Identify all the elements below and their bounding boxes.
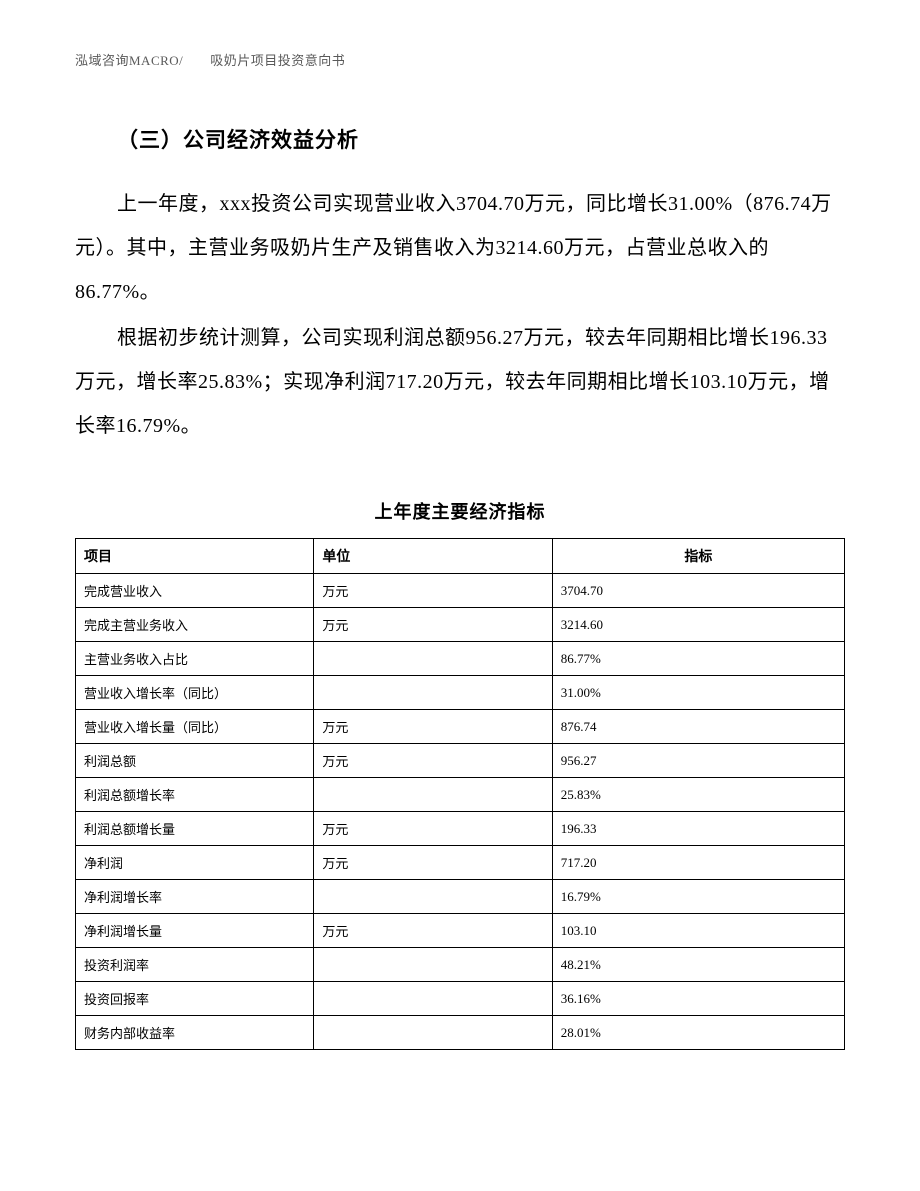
- cell-value: 16.79%: [552, 880, 844, 914]
- cell-value: 103.10: [552, 914, 844, 948]
- table-row: 利润总额增长率 25.83%: [76, 778, 845, 812]
- document-page: 泓域咨询MACRO/ 吸奶片项目投资意向书 （三）公司经济效益分析 上一年度，x…: [0, 0, 920, 1110]
- cell-value: 717.20: [552, 846, 844, 880]
- table-row: 投资回报率 36.16%: [76, 982, 845, 1016]
- table-row: 净利润增长率 16.79%: [76, 880, 845, 914]
- cell-item: 净利润增长量: [76, 914, 314, 948]
- cell-item: 营业收入增长率（同比）: [76, 676, 314, 710]
- table-header-row: 项目 单位 指标: [76, 539, 845, 574]
- cell-value: 196.33: [552, 812, 844, 846]
- table-row: 完成营业收入 万元 3704.70: [76, 574, 845, 608]
- cell-item: 营业收入增长量（同比）: [76, 710, 314, 744]
- cell-value: 48.21%: [552, 948, 844, 982]
- cell-value: 86.77%: [552, 642, 844, 676]
- cell-unit: 万元: [314, 744, 552, 778]
- cell-value: 3214.60: [552, 608, 844, 642]
- cell-value: 25.83%: [552, 778, 844, 812]
- cell-value: 876.74: [552, 710, 844, 744]
- cell-unit: 万元: [314, 574, 552, 608]
- cell-value: 28.01%: [552, 1016, 844, 1050]
- table-header-item: 项目: [76, 539, 314, 574]
- page-header: 泓域咨询MACRO/ 吸奶片项目投资意向书: [75, 50, 845, 69]
- cell-item: 投资利润率: [76, 948, 314, 982]
- cell-item: 完成营业收入: [76, 574, 314, 608]
- cell-value: 31.00%: [552, 676, 844, 710]
- cell-item: 净利润: [76, 846, 314, 880]
- cell-item: 净利润增长率: [76, 880, 314, 914]
- table-row: 利润总额增长量 万元 196.33: [76, 812, 845, 846]
- table-row: 营业收入增长量（同比） 万元 876.74: [76, 710, 845, 744]
- cell-unit: 万元: [314, 914, 552, 948]
- cell-unit: [314, 948, 552, 982]
- cell-unit: [314, 642, 552, 676]
- table-row: 主营业务收入占比 86.77%: [76, 642, 845, 676]
- cell-unit: 万元: [314, 608, 552, 642]
- economic-indicators-table: 项目 单位 指标 完成营业收入 万元 3704.70 完成主营业务收入 万元 3…: [75, 538, 845, 1050]
- cell-unit: [314, 982, 552, 1016]
- table-row: 完成主营业务收入 万元 3214.60: [76, 608, 845, 642]
- cell-item: 利润总额增长量: [76, 812, 314, 846]
- table-header-value: 指标: [552, 539, 844, 574]
- section-heading: （三）公司经济效益分析: [117, 124, 845, 154]
- cell-item: 利润总额: [76, 744, 314, 778]
- table-row: 财务内部收益率 28.01%: [76, 1016, 845, 1050]
- cell-item: 投资回报率: [76, 982, 314, 1016]
- table-title: 上年度主要经济指标: [75, 498, 845, 524]
- cell-item: 利润总额增长率: [76, 778, 314, 812]
- cell-item: 主营业务收入占比: [76, 642, 314, 676]
- table-row: 投资利润率 48.21%: [76, 948, 845, 982]
- table-body: 完成营业收入 万元 3704.70 完成主营业务收入 万元 3214.60 主营…: [76, 574, 845, 1050]
- body-paragraph-1: 上一年度，xxx投资公司实现营业收入3704.70万元，同比增长31.00%（8…: [75, 182, 845, 314]
- cell-unit: [314, 676, 552, 710]
- body-paragraph-2: 根据初步统计测算，公司实现利润总额956.27万元，较去年同期相比增长196.3…: [75, 316, 845, 448]
- cell-unit: [314, 1016, 552, 1050]
- table-row: 净利润增长量 万元 103.10: [76, 914, 845, 948]
- cell-item: 完成主营业务收入: [76, 608, 314, 642]
- table-header-unit: 单位: [314, 539, 552, 574]
- cell-item: 财务内部收益率: [76, 1016, 314, 1050]
- cell-unit: [314, 880, 552, 914]
- cell-unit: 万元: [314, 812, 552, 846]
- cell-unit: [314, 778, 552, 812]
- table-row: 营业收入增长率（同比） 31.00%: [76, 676, 845, 710]
- cell-value: 956.27: [552, 744, 844, 778]
- cell-unit: 万元: [314, 710, 552, 744]
- table-row: 净利润 万元 717.20: [76, 846, 845, 880]
- cell-unit: 万元: [314, 846, 552, 880]
- cell-value: 3704.70: [552, 574, 844, 608]
- cell-value: 36.16%: [552, 982, 844, 1016]
- table-row: 利润总额 万元 956.27: [76, 744, 845, 778]
